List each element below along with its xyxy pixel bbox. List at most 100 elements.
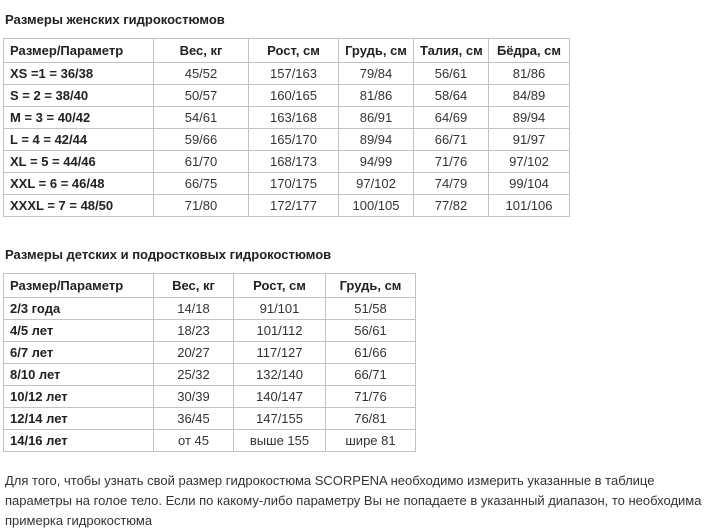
cell-value: 99/104 xyxy=(488,172,570,195)
row-label: 2/3 года xyxy=(3,297,154,320)
row-label: XXL = 6 = 46/48 xyxy=(3,172,154,195)
cell-value: от 45 xyxy=(153,429,234,452)
column-header: Рост, см xyxy=(233,273,326,298)
row-label: 6/7 лет xyxy=(3,341,154,364)
cell-value: 94/99 xyxy=(338,150,414,173)
cell-value: 71/76 xyxy=(325,385,416,408)
cell-value: 74/79 xyxy=(413,172,489,195)
cell-value: 101/106 xyxy=(488,194,570,217)
cell-value: 36/45 xyxy=(153,407,234,430)
row-label: 14/16 лет xyxy=(3,429,154,452)
cell-value: 86/91 xyxy=(338,106,414,129)
column-header: Вес, кг xyxy=(153,273,234,298)
cell-value: 117/127 xyxy=(233,341,326,364)
cell-value: 81/86 xyxy=(488,62,570,85)
cell-value: 147/155 xyxy=(233,407,326,430)
cell-value: 165/170 xyxy=(248,128,339,151)
cell-value: 140/147 xyxy=(233,385,326,408)
cell-value: 30/39 xyxy=(153,385,234,408)
children-sizes-table: Размер/Параметр Вес, кг Рост, см Грудь, см 2… xyxy=(3,273,416,452)
cell-value: 25/32 xyxy=(153,363,234,386)
cell-value: 56/61 xyxy=(413,62,489,85)
cell-value: 89/94 xyxy=(338,128,414,151)
header-row: Размер/Параметр Вес, кг Рост, см Грудь, см xyxy=(3,273,416,298)
cell-value: 163/168 xyxy=(248,106,339,129)
cell-value: 71/80 xyxy=(153,194,249,217)
cell-value: 157/163 xyxy=(248,62,339,85)
cell-value: 168/173 xyxy=(248,150,339,173)
row-label: 4/5 лет xyxy=(3,319,154,342)
table-row: 12/14 лет 36/45 147/155 76/81 xyxy=(3,407,416,430)
women-sizes-table: Размер/Параметр Вес, кг Рост, см Грудь, см Т… xyxy=(3,38,570,217)
cell-value: 89/94 xyxy=(488,106,570,129)
table-row: 2/3 года 14/18 91/101 51/58 xyxy=(3,297,416,320)
column-header: Рост, см xyxy=(248,38,339,63)
cell-value: 50/57 xyxy=(153,84,249,107)
column-header: Бёдра, см xyxy=(488,38,570,63)
cell-value: 61/66 xyxy=(325,341,416,364)
cell-value: 77/82 xyxy=(413,194,489,217)
row-label: 12/14 лет xyxy=(3,407,154,430)
table-row: XXL = 6 = 46/48 66/75 170/175 97/102 74/79 99… xyxy=(3,172,570,195)
cell-value: 56/61 xyxy=(325,319,416,342)
table-row: XL = 5 = 44/46 61/70 168/173 94/99 71/76 97/1… xyxy=(3,150,570,173)
cell-value: 58/64 xyxy=(413,84,489,107)
row-label: XS =1 = 36/38 xyxy=(3,62,154,85)
cell-value: 14/18 xyxy=(153,297,234,320)
header-row: Размер/Параметр Вес, кг Рост, см Грудь, см Т… xyxy=(3,38,570,63)
table-row: 8/10 лет 25/32 132/140 66/71 xyxy=(3,363,416,386)
table-row: L = 4 = 42/44 59/66 165/170 89/94 66/71 91/97 xyxy=(3,128,570,151)
cell-value: 79/84 xyxy=(338,62,414,85)
cell-value: 160/165 xyxy=(248,84,339,107)
table-row: 6/7 лет 20/27 117/127 61/66 xyxy=(3,341,416,364)
cell-value: 64/69 xyxy=(413,106,489,129)
women-sizes-title: Размеры женских гидрокостюмов xyxy=(5,12,225,27)
row-label: L = 4 = 42/44 xyxy=(3,128,154,151)
cell-value: 59/66 xyxy=(153,128,249,151)
cell-value: 71/76 xyxy=(413,150,489,173)
cell-value: 45/52 xyxy=(153,62,249,85)
cell-value: 91/97 xyxy=(488,128,570,151)
cell-value: 172/177 xyxy=(248,194,339,217)
table-row: M = 3 = 40/42 54/61 163/168 86/91 64/69 89/94 xyxy=(3,106,570,129)
cell-value: 97/102 xyxy=(488,150,570,173)
row-label: XXXL = 7 = 48/50 xyxy=(3,194,154,217)
cell-value: 66/71 xyxy=(325,363,416,386)
cell-value: 100/105 xyxy=(338,194,414,217)
table-row: 4/5 лет 18/23 101/112 56/61 xyxy=(3,319,416,342)
table-row: S = 2 = 38/40 50/57 160/165 81/86 58/64 84/89 xyxy=(3,84,570,107)
column-header: Размер/Параметр xyxy=(3,38,154,63)
row-label: M = 3 = 40/42 xyxy=(3,106,154,129)
children-sizes-title: Размеры детских и подростковых гидрокост… xyxy=(5,247,332,262)
cell-value: 97/102 xyxy=(338,172,414,195)
cell-value: 51/58 xyxy=(325,297,416,320)
cell-value: 170/175 xyxy=(248,172,339,195)
cell-value: 66/75 xyxy=(153,172,249,195)
table-row: XS =1 = 36/38 45/52 157/163 79/84 56/61 81/86 xyxy=(3,62,570,85)
table-row: 10/12 лет 30/39 140/147 71/76 xyxy=(3,385,416,408)
row-label: S = 2 = 38/40 xyxy=(3,84,154,107)
column-header: Вес, кг xyxy=(153,38,249,63)
cell-value: 54/61 xyxy=(153,106,249,129)
cell-value: 91/101 xyxy=(233,297,326,320)
cell-value: выше 155 xyxy=(233,429,326,452)
row-label: XL = 5 = 44/46 xyxy=(3,150,154,173)
table-row: 14/16 лет от 45 выше 155 шире 81 xyxy=(3,429,416,452)
row-label: 10/12 лет xyxy=(3,385,154,408)
cell-value: шире 81 xyxy=(325,429,416,452)
table-row: XXXL = 7 = 48/50 71/80 172/177 100/105 77/82… xyxy=(3,194,570,217)
cell-value: 18/23 xyxy=(153,319,234,342)
cell-value: 61/70 xyxy=(153,150,249,173)
column-header: Грудь, см xyxy=(338,38,414,63)
cell-value: 84/89 xyxy=(488,84,570,107)
cell-value: 20/27 xyxy=(153,341,234,364)
cell-value: 101/112 xyxy=(233,319,326,342)
cell-value: 132/140 xyxy=(233,363,326,386)
cell-value: 66/71 xyxy=(413,128,489,151)
column-header: Грудь, см xyxy=(325,273,416,298)
cell-value: 76/81 xyxy=(325,407,416,430)
column-header: Талия, см xyxy=(413,38,489,63)
column-header: Размер/Параметр xyxy=(3,273,154,298)
cell-value: 81/86 xyxy=(338,84,414,107)
row-label: 8/10 лет xyxy=(3,363,154,386)
